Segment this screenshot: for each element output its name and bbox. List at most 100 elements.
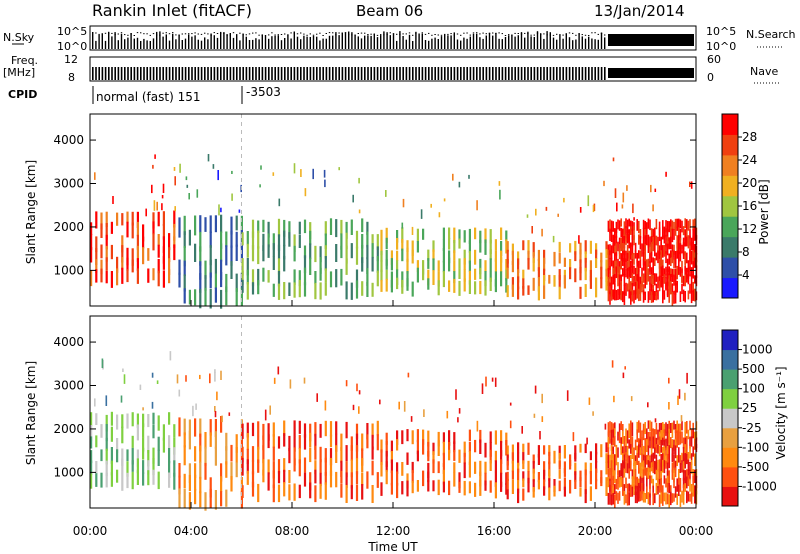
nsky-bar xyxy=(575,39,577,49)
heatmap-cell xyxy=(264,409,267,421)
heatmap-cell xyxy=(625,268,627,278)
heatmap-cell xyxy=(638,250,640,259)
heatmap-cell xyxy=(142,447,145,460)
nsearch-dot xyxy=(447,33,449,35)
heatmap-cell xyxy=(152,221,155,235)
heatmap-cell xyxy=(380,449,383,466)
freq-bar xyxy=(268,67,270,80)
nsky-bar xyxy=(348,31,350,49)
nsky-bar xyxy=(213,35,215,49)
heatmap-cell xyxy=(644,221,646,230)
heatmap-cell xyxy=(136,268,139,284)
freq-bar xyxy=(293,67,296,80)
heatmap-cell xyxy=(607,422,610,436)
heatmap-cell xyxy=(131,435,134,448)
heatmap-cell xyxy=(427,471,430,483)
heatmap-cell xyxy=(610,220,613,232)
heatmap-cell xyxy=(541,393,543,404)
nsky-bar xyxy=(479,37,481,49)
heatmap-cell xyxy=(639,439,642,451)
heatmap-cell xyxy=(545,206,548,211)
heatmap-cell xyxy=(474,268,477,280)
velocity-cbar-swatch xyxy=(722,486,738,507)
heatmap-cell xyxy=(589,275,592,289)
heatmap-cell xyxy=(283,255,286,272)
heatmap-cell xyxy=(355,230,359,249)
heatmap-cell xyxy=(574,445,577,459)
heatmap-cell xyxy=(607,249,610,262)
heatmap-cell xyxy=(162,224,165,240)
heatmap-cell xyxy=(251,219,255,238)
heatmap-cell xyxy=(522,286,525,296)
heatmap-cell xyxy=(617,258,619,273)
heatmap-cell xyxy=(494,250,497,262)
nsky-tick-bottom: 10^0 xyxy=(57,40,87,53)
heatmap-cell xyxy=(642,428,645,441)
heatmap-cell xyxy=(634,242,637,252)
heatmap-cell xyxy=(671,291,674,306)
heatmap-cell xyxy=(617,447,619,458)
heatmap-cell xyxy=(199,461,202,479)
nsearch-dot xyxy=(351,34,353,36)
freq-bar xyxy=(562,67,564,80)
heatmap-cell xyxy=(314,445,317,460)
heatmap-cell xyxy=(638,276,640,291)
freq-bar xyxy=(556,67,558,80)
heatmap-cell xyxy=(600,470,603,484)
heatmap-cell xyxy=(437,440,440,456)
heatmap-cell xyxy=(356,383,358,392)
heatmap-cell xyxy=(209,288,212,309)
freq-bar xyxy=(444,67,446,80)
heatmap-cell xyxy=(316,393,318,402)
heatmap-cell xyxy=(131,222,134,239)
freq-bar xyxy=(472,67,475,80)
heatmap-cell xyxy=(396,277,399,290)
heatmap-cell xyxy=(674,251,677,265)
heatmap-cell xyxy=(671,273,674,282)
nsky-bar xyxy=(600,32,603,49)
heatmap-cell xyxy=(605,241,608,251)
heatmap-cell xyxy=(633,276,635,287)
heatmap-cell xyxy=(131,248,134,266)
heatmap-cell xyxy=(194,215,197,236)
heatmap-cell xyxy=(396,238,399,250)
heatmap-cell xyxy=(432,249,435,260)
heatmap-cell xyxy=(100,424,103,438)
heatmap-cell xyxy=(506,445,509,458)
freq-bar xyxy=(296,67,299,80)
heatmap-cell xyxy=(622,483,624,496)
heatmap-cell xyxy=(494,271,497,287)
nsearch-dot xyxy=(255,32,257,34)
heatmap-cell xyxy=(385,269,388,280)
heatmap-cell xyxy=(631,476,634,490)
heatmap-cell xyxy=(453,441,456,453)
power-cbar-swatch xyxy=(722,277,738,299)
nsky-bar xyxy=(130,33,132,49)
heatmap-cell xyxy=(484,228,487,243)
heatmap-cell xyxy=(214,411,217,418)
heatmap-cell xyxy=(662,227,664,240)
heatmap-cell xyxy=(105,223,108,240)
heatmap-cell xyxy=(532,242,535,257)
heatmap-cell xyxy=(324,282,327,296)
heatmap-cell xyxy=(500,271,503,287)
nsearch-dot xyxy=(520,33,523,35)
heatmap-cell xyxy=(670,485,672,497)
heatmap-cell xyxy=(126,449,129,462)
heatmap-cell xyxy=(422,470,425,487)
heatmap-cell xyxy=(511,260,514,273)
freq-bar xyxy=(600,67,603,80)
heatmap-cell xyxy=(622,446,624,457)
heatmap-cell xyxy=(199,374,201,380)
heatmap-cell xyxy=(262,435,265,451)
heatmap-cell xyxy=(494,450,497,462)
heatmap-cell xyxy=(642,491,645,503)
heatmap-cell xyxy=(622,243,624,252)
heatmap-cell xyxy=(173,210,176,228)
heatmap-cell xyxy=(620,281,622,291)
heatmap-cell xyxy=(432,451,435,464)
heatmap-cell xyxy=(162,236,165,253)
freq-bar xyxy=(527,67,529,80)
heatmap-cell xyxy=(655,422,658,435)
heatmap-cell xyxy=(298,420,301,434)
